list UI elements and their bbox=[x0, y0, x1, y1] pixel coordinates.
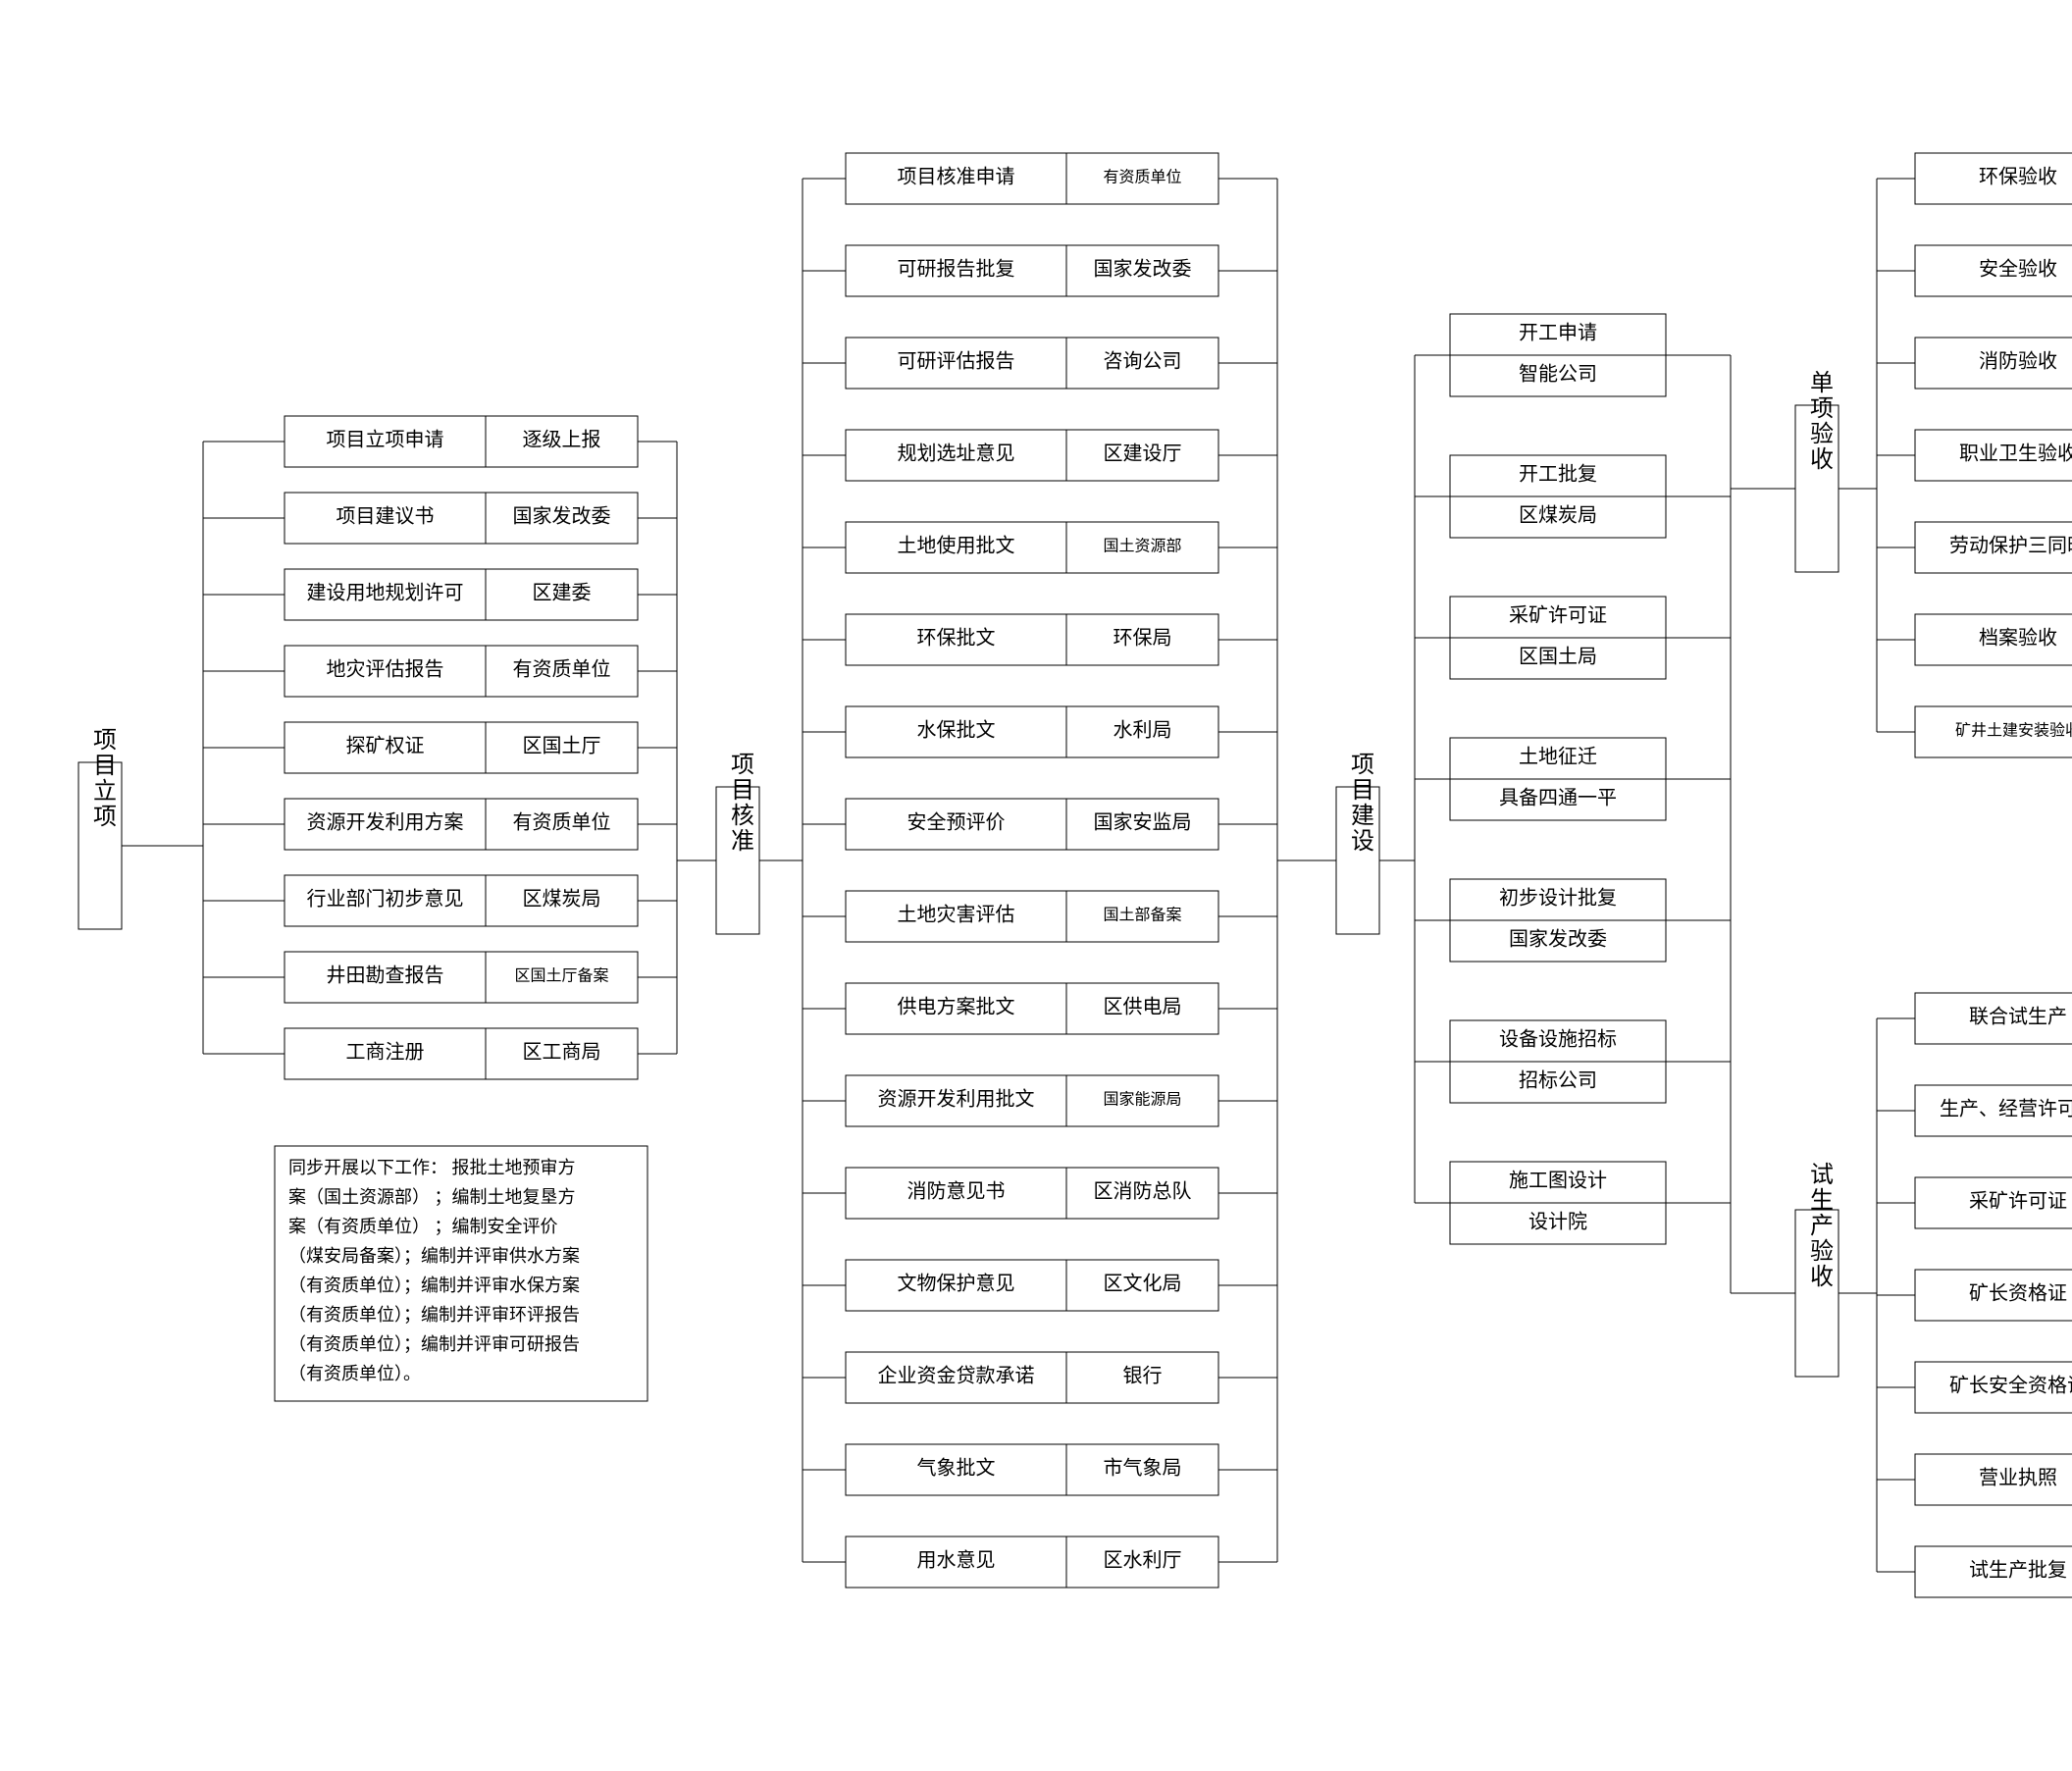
col2-item-label: 安全预评价 bbox=[907, 811, 1006, 834]
col2-dept-label: 有资质单位 bbox=[1103, 169, 1181, 186]
col2-item-label: 气象批文 bbox=[917, 1457, 996, 1480]
note-line: 同步开展以下工作： 报批土地预审方 bbox=[288, 1158, 576, 1177]
col1-item-label: 行业部门初步意见 bbox=[307, 888, 464, 911]
col1-dept-label: 区国土厅备案 bbox=[514, 967, 608, 985]
col1-item-label: 地灾评估报告 bbox=[327, 658, 444, 681]
col4a-label: 矿井土建安装验收 bbox=[1955, 722, 2072, 740]
col2-dept-label: 咨询公司 bbox=[1104, 350, 1182, 373]
flowchart: 项目立项项目核准项目建设单项验收试生产验收项目立项申请逐级上报项目建议书国家发改… bbox=[0, 0, 2072, 1771]
col2-dept-label: 区消防总队 bbox=[1094, 1180, 1192, 1203]
col2-item-label: 用水意见 bbox=[917, 1549, 996, 1572]
col4b-label: 采矿许可证 bbox=[1969, 1190, 2067, 1213]
note-line: （有资质单位）；编制并评审环评报告 bbox=[288, 1305, 580, 1325]
note-line: （有资质单位）。 bbox=[288, 1364, 421, 1383]
col2-dept-label: 国家能源局 bbox=[1103, 1091, 1181, 1109]
col1-dept-label: 有资质单位 bbox=[513, 658, 611, 681]
col1-dept-label: 区煤炭局 bbox=[523, 888, 601, 911]
col2-dept-label: 国土部备案 bbox=[1103, 907, 1181, 924]
col2-item-label: 土地灾害评估 bbox=[898, 904, 1015, 926]
note-line: （煤安局备案）；编制并评审供水方案 bbox=[288, 1246, 580, 1266]
col4a-label: 职业卫生验收 bbox=[1959, 443, 2072, 465]
col2-dept-label: 区水利厅 bbox=[1104, 1549, 1182, 1572]
col1-item-label: 资源开发利用方案 bbox=[307, 811, 464, 834]
col4b-label: 联合试生产 bbox=[1969, 1006, 2067, 1028]
col2-dept-label: 区供电局 bbox=[1104, 996, 1182, 1018]
col2-item-label: 土地使用批文 bbox=[898, 535, 1015, 557]
col1-dept-label: 逐级上报 bbox=[523, 429, 601, 451]
col2-item-label: 可研评估报告 bbox=[898, 350, 1015, 373]
col2-dept-label: 环保局 bbox=[1114, 627, 1172, 650]
col2-dept-label: 国土资源部 bbox=[1103, 538, 1181, 555]
col1-item-label: 工商注册 bbox=[346, 1041, 425, 1064]
col3-top-label: 开工申请 bbox=[1519, 322, 1597, 344]
col3-bot-label: 具备四通一平 bbox=[1499, 787, 1617, 809]
col3-top-label: 施工图设计 bbox=[1509, 1170, 1607, 1192]
root-label: 项目核准 bbox=[726, 752, 753, 854]
col2-dept-label: 区文化局 bbox=[1104, 1273, 1182, 1295]
col3-bot-label: 区国土局 bbox=[1519, 646, 1597, 668]
col4b-label: 营业执照 bbox=[1979, 1467, 2057, 1489]
note-line: 案（国土资源部） ；编制土地复垦方 bbox=[288, 1187, 576, 1207]
note-line: （有资质单位）；编制并评审水保方案 bbox=[288, 1276, 580, 1295]
col4a-label: 档案验收 bbox=[1979, 627, 2057, 650]
col3-top-label: 设备设施招标 bbox=[1499, 1028, 1617, 1051]
col4b-label: 试生产批复 bbox=[1969, 1559, 2067, 1582]
col1-item-label: 探矿权证 bbox=[346, 735, 425, 757]
col2-item-label: 水保批文 bbox=[917, 719, 996, 742]
col2-dept-label: 国家发改委 bbox=[1094, 258, 1192, 281]
col2-item-label: 规划选址意见 bbox=[898, 443, 1015, 465]
col3-bot-label: 智能公司 bbox=[1519, 363, 1597, 386]
col2-item-label: 资源开发利用批文 bbox=[878, 1088, 1035, 1111]
col1-dept-label: 有资质单位 bbox=[513, 811, 611, 834]
col2-item-label: 可研报告批复 bbox=[898, 258, 1015, 281]
col3-top-label: 土地征迁 bbox=[1519, 746, 1597, 768]
col1-item-label: 项目立项申请 bbox=[327, 429, 444, 451]
col3-top-label: 采矿许可证 bbox=[1509, 604, 1607, 627]
col3-bot-label: 招标公司 bbox=[1519, 1069, 1597, 1092]
col1-dept-label: 区国土厅 bbox=[523, 735, 601, 757]
col3-top-label: 开工批复 bbox=[1519, 463, 1597, 486]
col4a-label: 安全验收 bbox=[1979, 258, 2057, 281]
col1-note bbox=[275, 1146, 648, 1401]
col4a-label: 消防验收 bbox=[1979, 350, 2057, 373]
note-line: 案（有资质单位） ；编制安全评价 bbox=[288, 1217, 558, 1236]
note-line: （有资质单位）；编制并评审可研报告 bbox=[288, 1334, 580, 1354]
col3-bot-label: 国家发改委 bbox=[1509, 928, 1607, 951]
col3-bot-label: 区煤炭局 bbox=[1519, 504, 1597, 527]
col2-dept-label: 市气象局 bbox=[1104, 1457, 1182, 1480]
root-label: 试生产验收 bbox=[1805, 1162, 1833, 1289]
col4b-label: 生产、经营许可证 bbox=[1940, 1098, 2072, 1120]
col2-dept-label: 水利局 bbox=[1114, 719, 1172, 742]
col4b-label: 矿长资格证 bbox=[1969, 1282, 2067, 1305]
col4b-label: 矿长安全资格证 bbox=[1949, 1375, 2072, 1397]
col1-dept-label: 区工商局 bbox=[523, 1041, 601, 1064]
col1-dept-label: 国家发改委 bbox=[513, 505, 611, 528]
root-label: 单项验收 bbox=[1805, 370, 1833, 472]
col2-item-label: 消防意见书 bbox=[907, 1180, 1006, 1203]
col1-item-label: 项目建议书 bbox=[337, 505, 435, 528]
col3-top-label: 初步设计批复 bbox=[1499, 887, 1617, 910]
col2-item-label: 企业资金贷款承诺 bbox=[878, 1365, 1035, 1387]
col2-dept-label: 区建设厅 bbox=[1104, 443, 1182, 465]
col2-item-label: 文物保护意见 bbox=[898, 1273, 1015, 1295]
col2-item-label: 供电方案批文 bbox=[898, 996, 1015, 1018]
col2-item-label: 项目核准申请 bbox=[898, 166, 1015, 188]
root-label: 项目建设 bbox=[1346, 752, 1373, 854]
col3-bot-label: 设计院 bbox=[1528, 1211, 1587, 1233]
col2-dept-label: 银行 bbox=[1123, 1365, 1163, 1387]
col2-dept-label: 国家安监局 bbox=[1094, 811, 1192, 834]
col1-item-label: 建设用地规划许可 bbox=[307, 582, 464, 604]
col4a-label: 环保验收 bbox=[1979, 166, 2057, 188]
col1-item-label: 井田勘查报告 bbox=[327, 964, 444, 987]
col1-dept-label: 区建委 bbox=[533, 582, 592, 604]
col2-item-label: 环保批文 bbox=[917, 627, 996, 650]
root-label: 项目立项 bbox=[88, 727, 116, 829]
col4a-label: 劳动保护三同时 bbox=[1949, 535, 2072, 557]
